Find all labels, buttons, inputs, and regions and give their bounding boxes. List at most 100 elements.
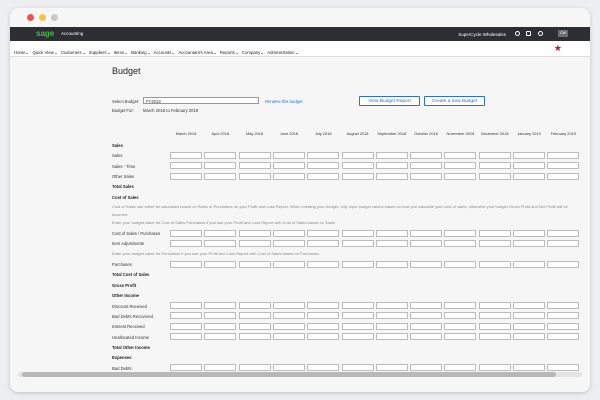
budget-input[interactable]: [204, 364, 237, 372]
budget-input[interactable]: [478, 229, 511, 237]
budget-input[interactable]: [272, 260, 305, 268]
budget-input[interactable]: [272, 172, 305, 180]
budget-input[interactable]: [170, 229, 202, 237]
nav-item[interactable]: Banking: [131, 45, 150, 60]
nav-item[interactable]: Accountant's Area: [178, 45, 216, 60]
minimize-dot[interactable]: [39, 14, 46, 21]
budget-input[interactable]: [513, 151, 545, 159]
budget-input[interactable]: [444, 162, 477, 170]
budget-input[interactable]: [410, 162, 443, 170]
budget-input[interactable]: [444, 322, 477, 330]
budget-input[interactable]: [375, 229, 408, 237]
budget-input[interactable]: [547, 364, 580, 372]
budget-input[interactable]: [513, 302, 545, 309]
budget-input[interactable]: [478, 151, 511, 159]
budget-input[interactable]: [410, 312, 443, 320]
budget-input[interactable]: [272, 151, 305, 159]
budget-input[interactable]: [513, 333, 545, 341]
budget-input[interactable]: [375, 364, 408, 372]
budget-input[interactable]: [307, 364, 340, 372]
budget-input[interactable]: [547, 322, 580, 330]
budget-input[interactable]: [513, 162, 545, 170]
budget-input[interactable]: [272, 162, 305, 170]
budget-input[interactable]: [170, 322, 202, 330]
budget-input[interactable]: [204, 333, 237, 341]
nav-item[interactable]: Company: [242, 45, 263, 60]
budget-input[interactable]: [341, 151, 374, 159]
budget-input[interactable]: [170, 239, 202, 247]
budget-input[interactable]: [204, 172, 237, 180]
budget-input[interactable]: [341, 364, 374, 372]
budget-input[interactable]: [513, 239, 545, 247]
budget-input[interactable]: [375, 322, 408, 330]
budget-input[interactable]: [272, 239, 305, 247]
budget-input[interactable]: [513, 322, 545, 330]
budget-input[interactable]: [307, 151, 340, 159]
nav-item[interactable]: Administration: [267, 45, 297, 60]
budget-input[interactable]: [204, 312, 237, 320]
budget-input[interactable]: [272, 229, 305, 237]
budget-input[interactable]: [341, 229, 374, 237]
nav-item[interactable]: Quick View: [32, 45, 56, 60]
scroll-thumb[interactable]: [22, 372, 556, 377]
budget-input[interactable]: [238, 151, 271, 159]
budget-input[interactable]: [238, 260, 271, 268]
budget-input[interactable]: [307, 322, 340, 330]
nav-item[interactable]: Home: [14, 45, 28, 60]
nav-item[interactable]: Reports: [220, 45, 238, 60]
budget-input[interactable]: [341, 312, 374, 320]
button[interactable]: View Budget Report: [359, 96, 420, 106]
budget-input[interactable]: [170, 162, 202, 170]
budget-input[interactable]: [170, 364, 202, 372]
budget-input[interactable]: [410, 322, 443, 330]
budget-input[interactable]: [444, 172, 477, 180]
budget-select[interactable]: FY2018: [143, 97, 259, 104]
rename-link[interactable]: Rename this budget: [265, 99, 303, 104]
budget-input[interactable]: [410, 333, 443, 341]
budget-input[interactable]: [375, 260, 408, 268]
nav-item[interactable]: Accounts: [154, 45, 175, 60]
budget-input[interactable]: [375, 312, 408, 320]
budget-input[interactable]: [547, 260, 580, 268]
logo[interactable]: sage: [36, 29, 55, 38]
budget-input[interactable]: [547, 229, 580, 237]
budget-input[interactable]: [238, 172, 271, 180]
budget-input[interactable]: [272, 322, 305, 330]
budget-input[interactable]: [307, 162, 340, 170]
nav-item[interactable]: Suppliers: [89, 45, 110, 60]
budget-input[interactable]: [238, 364, 271, 372]
budget-input[interactable]: [513, 312, 545, 320]
budget-input[interactable]: [238, 333, 271, 341]
budget-input[interactable]: [410, 172, 443, 180]
budget-input[interactable]: [410, 260, 443, 268]
budget-input[interactable]: [272, 364, 305, 372]
budget-input[interactable]: [341, 239, 374, 247]
budget-input[interactable]: [307, 239, 340, 247]
budget-input[interactable]: [341, 322, 374, 330]
budget-input[interactable]: [375, 172, 408, 180]
budget-input[interactable]: [238, 229, 271, 237]
budget-input[interactable]: [307, 312, 340, 320]
phone-icon[interactable]: [526, 31, 531, 36]
budget-input[interactable]: [375, 162, 408, 170]
budget-input[interactable]: [444, 260, 477, 268]
budget-input[interactable]: [547, 312, 580, 320]
budget-input[interactable]: [341, 333, 374, 341]
budget-input[interactable]: [444, 302, 477, 309]
budget-input[interactable]: [444, 333, 477, 341]
favourite-star[interactable]: ★: [553, 43, 562, 53]
button[interactable]: Create a new Budget: [424, 96, 485, 106]
budget-input[interactable]: [307, 172, 340, 180]
budget-input[interactable]: [238, 239, 271, 247]
budget-input[interactable]: [204, 239, 237, 247]
budget-input[interactable]: [513, 172, 545, 180]
budget-input[interactable]: [272, 302, 305, 309]
budget-input[interactable]: [547, 302, 580, 309]
budget-input[interactable]: [170, 333, 202, 341]
budget-input[interactable]: [410, 239, 443, 247]
budget-input[interactable]: [272, 333, 305, 341]
budget-input[interactable]: [341, 302, 374, 309]
budget-input[interactable]: [410, 151, 443, 159]
budget-input[interactable]: [478, 172, 511, 180]
company-menu[interactable]: SuperCycle Wholesales: [458, 31, 506, 37]
